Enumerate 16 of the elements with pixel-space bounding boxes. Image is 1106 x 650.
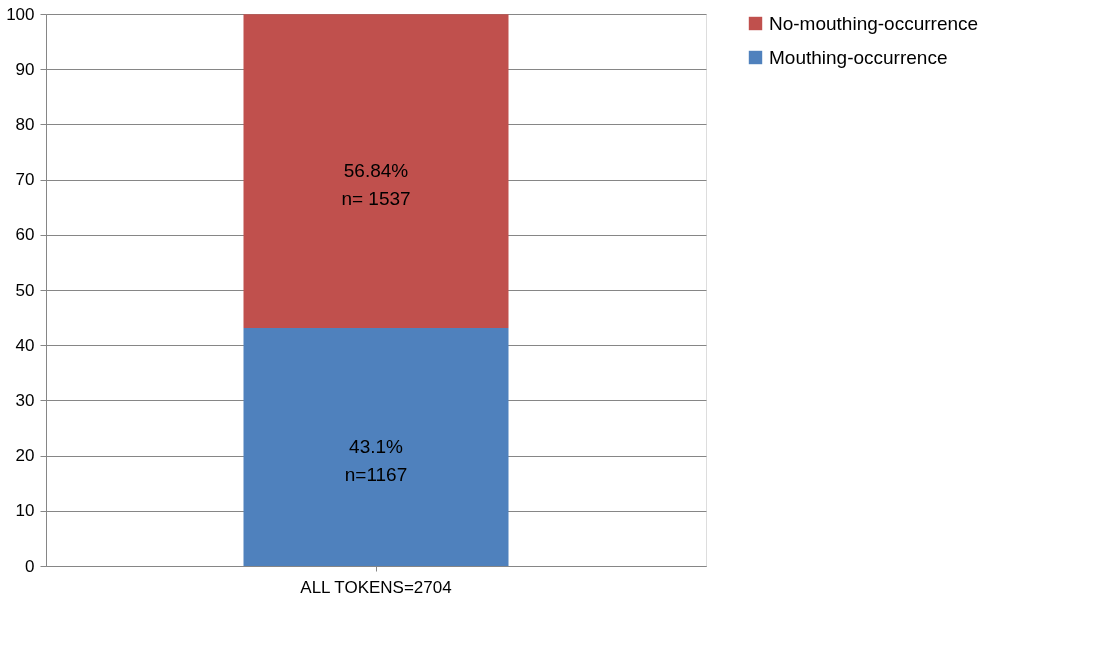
y-tick-label: 30 [15, 390, 35, 410]
y-tick-label: 0 [25, 556, 35, 576]
y-tick-label: 90 [15, 59, 35, 79]
legend-label: No-mouthing-occurrence [769, 12, 979, 34]
y-tick-label: 100 [6, 4, 35, 24]
x-tick-label: ALL TOKENS=2704 [300, 577, 452, 597]
y-tick-label: 70 [15, 170, 35, 190]
y-tick-label: 20 [15, 446, 35, 466]
y-tick-label: 10 [15, 501, 35, 521]
y-tick-label: 40 [15, 335, 35, 355]
y-tick-label: 60 [15, 225, 35, 245]
legend-label: Mouthing-occurrence [769, 46, 948, 68]
data-label: 43.1% n=1167 [344, 436, 408, 486]
y-tick-label: 80 [15, 114, 35, 134]
data-label: 56.84% n= 1537 [341, 160, 411, 210]
y-tick-label: 50 [15, 280, 35, 300]
